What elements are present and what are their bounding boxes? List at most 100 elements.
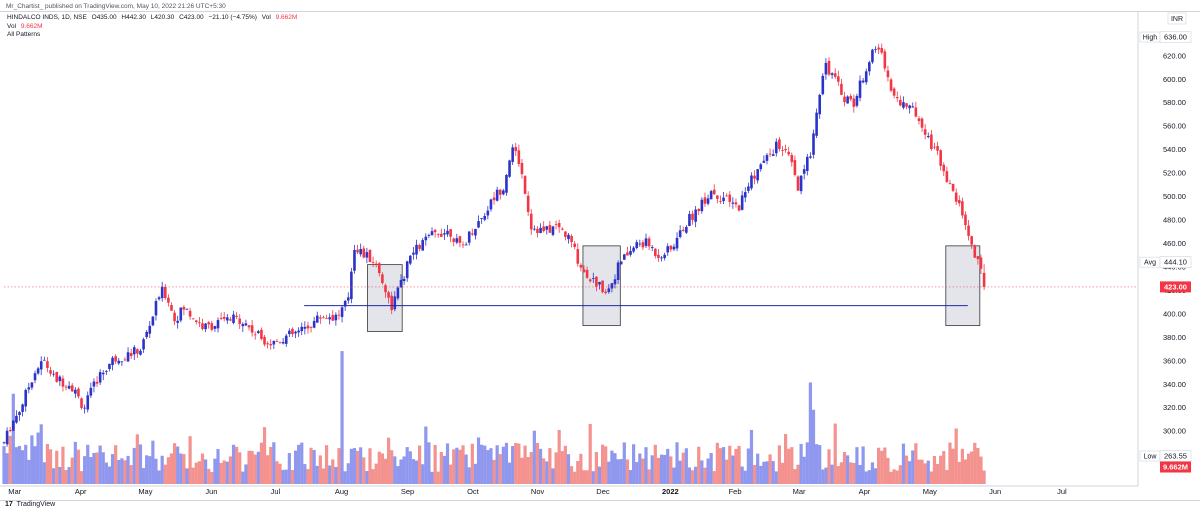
highlight-box-3 [945,245,981,327]
candle-body [219,317,223,319]
candle-body [260,329,263,339]
volume-bar [970,451,974,484]
volume-bar [669,456,673,484]
candle-body [709,191,713,200]
candle-body [424,236,428,241]
volume-bar [787,448,791,484]
candle-body [334,314,338,321]
x-tick-label: Oct [467,487,480,496]
y-tick-label: 520.00 [1163,169,1186,178]
volume-bar [244,464,248,484]
volume-bar [700,460,704,484]
y-tick-label: 380.00 [1163,333,1186,342]
volume-bar [858,464,862,484]
y-tick-label: 460.00 [1163,239,1186,248]
candle-body [232,314,235,323]
candle-body [697,208,701,212]
volume-bar [588,423,592,484]
patterns-legend-line[interactable]: All Patterns [7,31,300,40]
candle-body [812,133,815,155]
volume-bar [892,469,896,484]
volume-bar [573,471,577,484]
candle-body [570,235,573,243]
volume-bar [926,460,930,484]
volume-bar [911,450,915,484]
candle-body [548,225,552,233]
volume-bar [355,450,360,484]
candle-body [288,330,291,335]
candle-body [716,195,719,199]
volume-bar [154,458,158,484]
volume-bar [579,453,583,484]
candle-body [477,221,480,228]
candle-body [591,278,595,279]
candle-body [616,262,620,280]
volume-bar [303,464,307,484]
volume-bar [216,449,220,484]
candle-body [508,160,511,177]
volume-bar [824,467,828,484]
volume-bar [765,461,769,484]
volume-bar [241,471,245,484]
volume-legend-line[interactable]: Vol 9.662M [7,23,300,32]
candle-body [458,236,462,243]
volume-bar [864,471,868,484]
candle-body [436,234,440,235]
candle-body [787,151,790,155]
tradingview-branding[interactable]: 17 TradingView [5,501,55,508]
avg-badge-value-box [1159,256,1192,268]
candle-body [942,164,946,172]
candle-body [864,71,868,83]
volume-bar [194,462,198,484]
x-tick-label: Sep [401,487,414,496]
volume-bar [495,445,499,484]
volume-bar [464,454,468,484]
candle-body [917,118,921,121]
candle-body [706,198,710,204]
volume-bar [222,460,226,484]
candle-body [117,360,121,364]
candle-body [483,216,487,220]
volume-bar [604,446,608,484]
volume-bar [663,454,667,484]
candle-body [126,352,130,362]
volume-bar [939,455,943,484]
candle-body [970,236,973,245]
currency-badge: INR [1171,16,1183,23]
volume-bar [157,470,161,484]
candle-body [768,153,772,155]
candle-body [669,245,673,250]
candle-body [163,286,167,299]
candle-body [762,160,766,163]
volume-bar [718,448,723,484]
volume-bar [514,442,518,484]
candle-body [632,247,635,252]
volume-bar [942,451,946,484]
volume-bar [393,456,397,484]
candle-body [222,316,226,319]
volume-bar [141,468,146,484]
avg-badge-label: Avg [1144,260,1156,267]
low-value: L420.30 [150,14,175,21]
volume-bar [73,441,77,484]
candle-body [70,385,74,392]
volume-bar [377,451,381,484]
candle-body [204,323,207,330]
volume-bar [625,459,630,484]
volume-bar [480,444,484,484]
candle-body [560,228,564,230]
candle-body [210,323,214,330]
volume-bar [628,470,633,484]
volume-bar [371,469,375,484]
last-price-badge: 423.00 [1164,282,1187,291]
volume-bar [613,453,617,484]
candle-body [660,257,663,259]
candle-body [95,381,99,384]
volume-bar [110,454,115,484]
candle-body [15,415,18,423]
volume-bar [647,469,651,484]
candle-body [471,233,474,235]
volume-bar [774,471,778,484]
volume-bar [300,442,304,484]
